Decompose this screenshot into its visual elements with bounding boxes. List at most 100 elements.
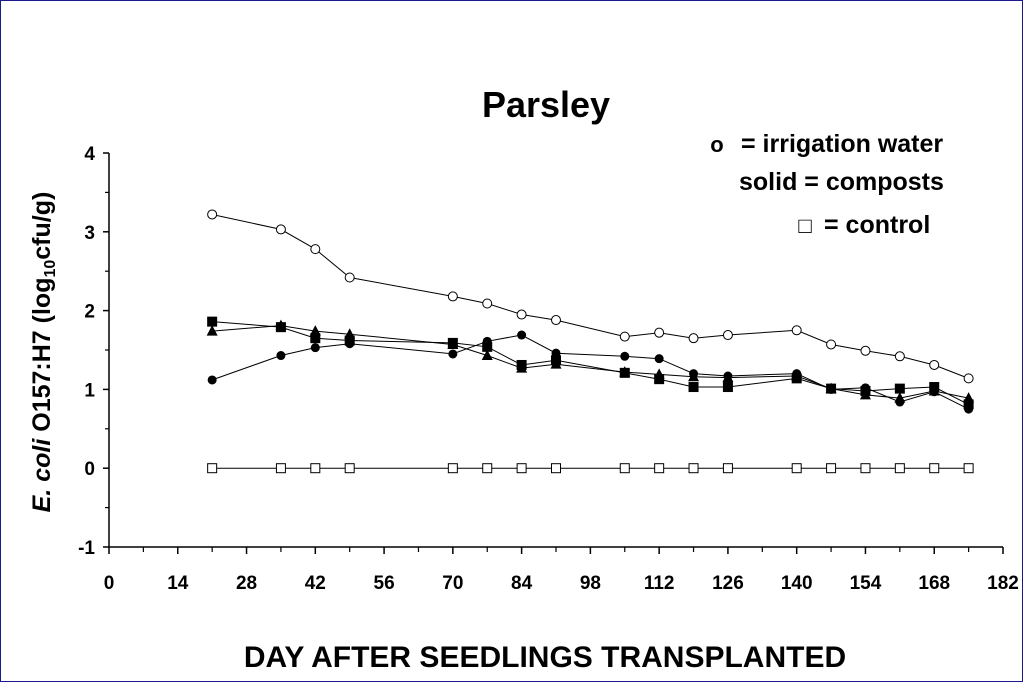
x-tick-label: 42 bbox=[305, 573, 326, 594]
x-tick-label: 126 bbox=[712, 573, 744, 594]
data-point-open-square bbox=[619, 463, 630, 474]
y-tick-label: 3 bbox=[84, 223, 95, 244]
data-point-open-square bbox=[826, 463, 837, 474]
x-tick-label: 0 bbox=[104, 573, 115, 594]
y-axis-label-subscript: 10 bbox=[42, 260, 59, 278]
legend-text-composts: solid = composts bbox=[739, 168, 944, 196]
x-tick-label: 182 bbox=[987, 573, 1019, 594]
data-point-open-circle bbox=[207, 209, 218, 220]
data-point-open-square bbox=[860, 463, 871, 474]
data-point-filled-square bbox=[860, 385, 871, 396]
data-point-open-square bbox=[551, 463, 561, 474]
data-point-filled-circle bbox=[448, 349, 458, 359]
data-point-filled-triangle bbox=[309, 325, 321, 336]
x-tick-label: 154 bbox=[850, 573, 882, 594]
x-tick-label: 28 bbox=[236, 573, 257, 594]
data-point-open-square bbox=[516, 463, 527, 474]
data-point-filled-triangle bbox=[722, 371, 734, 383]
y-tick-label: 0 bbox=[84, 459, 95, 480]
data-point-open-square bbox=[207, 463, 218, 474]
data-point-filled-triangle bbox=[688, 370, 700, 382]
data-point-filled-square bbox=[963, 399, 974, 410]
x-tick-label: 168 bbox=[918, 573, 950, 594]
x-ticks: 0 14 28 42 56 70 84 98 112 126 140 154 168 182 bbox=[104, 547, 1019, 594]
data-point-open-square bbox=[894, 463, 905, 474]
data-point-filled-square bbox=[826, 383, 837, 394]
data-point-filled-square bbox=[207, 316, 218, 327]
data-point-open-square bbox=[654, 463, 665, 474]
x-tick-label: 84 bbox=[511, 573, 533, 594]
data-point-open-square bbox=[963, 463, 974, 474]
series-layer bbox=[206, 209, 975, 474]
legend-symbol-irrigation: o bbox=[710, 132, 723, 157]
data-point-filled-circle bbox=[276, 351, 286, 361]
data-point-open-circle bbox=[860, 345, 871, 356]
y-tick-label: 1 bbox=[84, 380, 95, 401]
data-point-filled-square bbox=[447, 337, 458, 348]
y-axis-label: E. coli O157:H7 (log10cfu/g) bbox=[28, 192, 59, 513]
data-point-open-circle bbox=[310, 244, 321, 255]
data-point-open-square bbox=[929, 463, 940, 474]
data-point-filled-circle bbox=[517, 330, 527, 340]
data-point-open-square bbox=[791, 463, 802, 474]
x-tick-label: 70 bbox=[442, 573, 463, 594]
data-point-filled-square bbox=[516, 359, 527, 370]
y-tick-label: -1 bbox=[78, 538, 95, 559]
y-axis-label-species: E. coli bbox=[28, 438, 56, 513]
data-point-open-circle bbox=[619, 331, 630, 342]
data-point-open-circle bbox=[791, 325, 802, 336]
y-tick-label: 2 bbox=[84, 302, 95, 323]
legend: o = irrigation water solid = composts □ … bbox=[710, 130, 944, 239]
data-point-open-circle bbox=[654, 327, 665, 338]
data-point-open-circle bbox=[894, 351, 905, 362]
data-point-filled-square bbox=[688, 382, 699, 393]
data-point-filled-square bbox=[275, 322, 286, 333]
data-point-filled-square bbox=[619, 367, 630, 378]
data-point-filled-square bbox=[310, 333, 321, 344]
y-axis-label-unit: cfu/g) bbox=[28, 192, 56, 260]
data-point-open-square bbox=[482, 463, 493, 474]
data-point-filled-square bbox=[791, 373, 802, 384]
data-point-open-circle bbox=[447, 291, 458, 302]
data-point-filled-square bbox=[722, 382, 733, 393]
x-tick-label: 140 bbox=[781, 573, 813, 594]
data-point-filled-circle bbox=[310, 343, 320, 353]
x-tick-label: 56 bbox=[374, 573, 395, 594]
data-point-open-circle bbox=[275, 224, 286, 235]
y-ticks: -1 0 1 2 3 4 bbox=[78, 144, 109, 559]
series-line-filled-circle bbox=[212, 334, 969, 410]
data-point-filled-square bbox=[654, 374, 665, 385]
data-point-open-square bbox=[344, 463, 355, 474]
data-point-open-square bbox=[722, 463, 733, 474]
legend-text-control: = control bbox=[824, 211, 930, 239]
data-point-open-square bbox=[310, 463, 321, 474]
data-point-filled-triangle bbox=[206, 325, 218, 336]
data-point-open-circle bbox=[688, 333, 699, 344]
x-tick-label: 112 bbox=[644, 573, 675, 594]
data-point-open-circle bbox=[963, 373, 974, 384]
data-point-filled-square bbox=[482, 341, 493, 352]
data-point-filled-square bbox=[344, 335, 355, 346]
data-point-open-square bbox=[447, 463, 458, 474]
series-line-filled-square bbox=[212, 321, 969, 405]
y-axis-label-strain: O157:H7 (log bbox=[28, 278, 56, 439]
data-point-open-circle bbox=[722, 330, 733, 341]
x-axis-label: DAY AFTER SEEDLINGS TRANSPLANTED bbox=[244, 641, 846, 674]
data-point-open-square bbox=[275, 463, 286, 474]
legend-text-irrigation: = irrigation water bbox=[741, 130, 943, 158]
data-point-open-circle bbox=[344, 272, 355, 283]
data-point-filled-triangle bbox=[894, 392, 906, 403]
data-point-filled-circle bbox=[207, 375, 217, 385]
chart-title: Parsley bbox=[482, 84, 610, 125]
data-point-filled-square bbox=[551, 355, 561, 366]
data-point-filled-circle bbox=[654, 354, 664, 364]
legend-symbol-control: □ bbox=[798, 213, 811, 238]
data-point-filled-square bbox=[929, 382, 940, 393]
data-point-filled-triangle bbox=[481, 349, 493, 361]
data-point-filled-circle bbox=[620, 351, 630, 361]
series-line-filled-triangle bbox=[212, 325, 969, 399]
x-tick-label: 98 bbox=[580, 573, 601, 594]
data-point-open-square bbox=[688, 463, 699, 474]
x-tick-label: 14 bbox=[167, 573, 189, 594]
